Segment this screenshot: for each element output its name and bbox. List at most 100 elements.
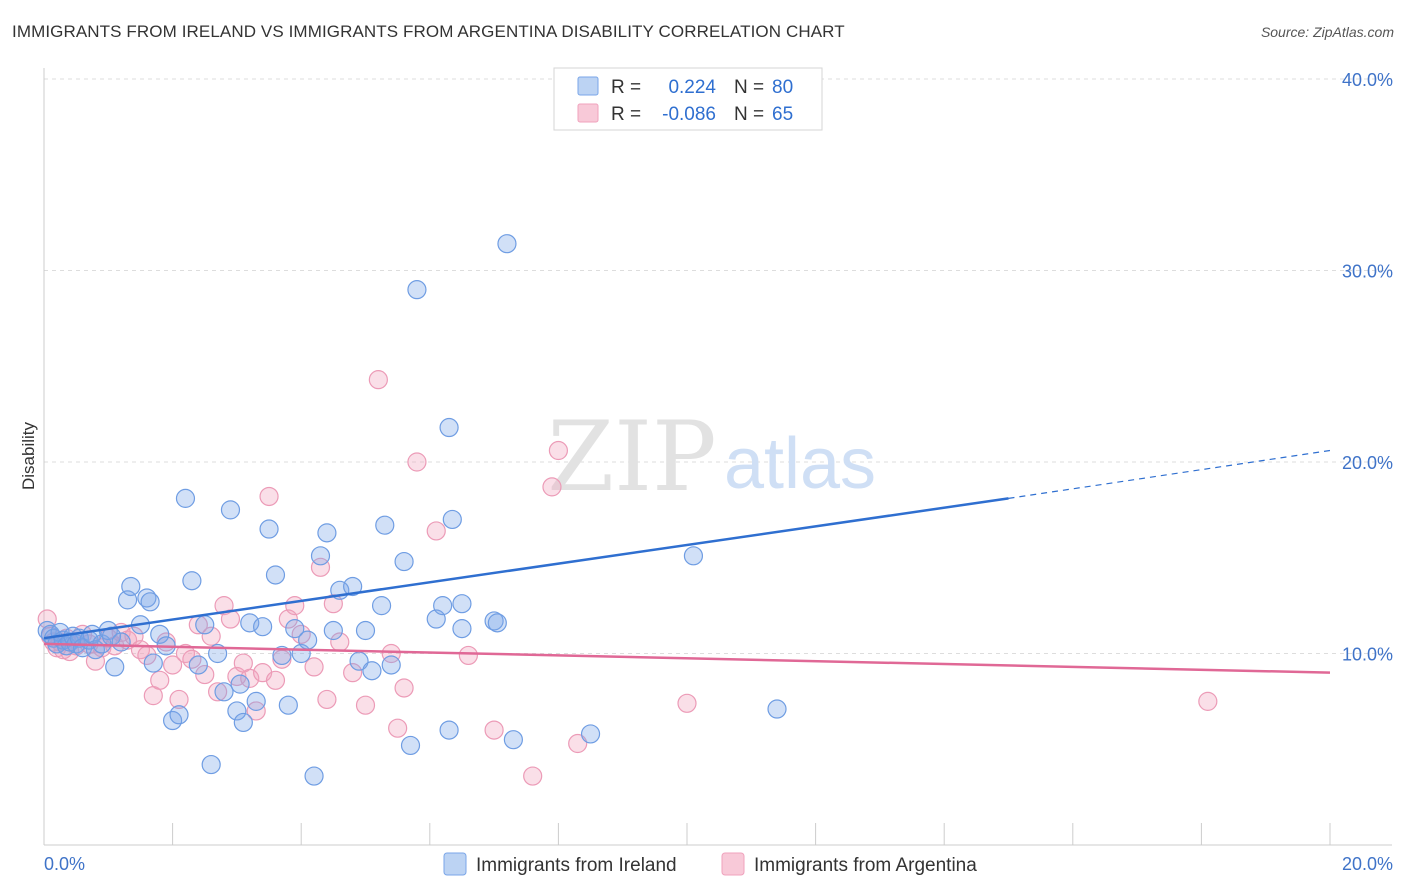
point-ireland — [362, 661, 382, 681]
bottom-legend-label-argentina: Immigrants from Argentina — [754, 855, 977, 876]
point-ireland — [230, 674, 250, 694]
point-ireland — [195, 615, 215, 635]
point-ireland — [285, 619, 305, 639]
legend-n-value-ireland: 80 — [772, 77, 793, 98]
legend-r-label-ireland: R = — [611, 77, 641, 98]
point-argentina — [568, 733, 588, 754]
point-ireland — [371, 596, 392, 616]
point-argentina — [208, 682, 228, 702]
point-argentina — [368, 370, 388, 390]
correlation-legend: R = 0.224 N = 80 R = -0.086 N = 65 — [553, 67, 823, 131]
point-ireland — [182, 571, 202, 591]
point-ireland — [452, 619, 472, 639]
point-argentina — [484, 720, 504, 740]
y-tick-label: 10.0% — [1342, 645, 1393, 665]
point-argentina — [163, 655, 183, 675]
point-argentina — [407, 452, 427, 472]
point-argentina — [285, 596, 305, 616]
point-ireland — [121, 576, 141, 597]
legend-n-label-ireland: N = — [734, 77, 764, 98]
point-argentina — [388, 718, 408, 738]
point-argentina — [381, 643, 401, 664]
trend-line-ireland-extension — [1008, 449, 1331, 499]
point-argentina — [169, 689, 189, 710]
y-axis-label: Disability — [19, 421, 38, 490]
point-ireland — [259, 519, 279, 539]
point-ireland — [150, 624, 170, 644]
point-ireland — [105, 657, 125, 677]
point-ireland — [439, 417, 459, 438]
point-argentina — [677, 693, 697, 713]
point-ireland — [278, 695, 298, 715]
point-argentina — [304, 657, 324, 677]
point-ireland — [394, 551, 414, 572]
point-ireland — [452, 594, 472, 614]
point-ireland — [323, 620, 343, 641]
point-ireland — [310, 546, 331, 566]
point-ireland — [253, 617, 273, 637]
point-ireland — [246, 691, 266, 711]
legend-n-label-argentina: N = — [734, 104, 764, 125]
point-ireland — [407, 280, 427, 300]
legend-swatch-argentina — [577, 103, 599, 123]
point-argentina — [394, 678, 414, 698]
axes — [43, 68, 1392, 846]
point-argentina — [426, 521, 446, 541]
bottom-legend-swatch-argentina — [721, 852, 745, 876]
point-ireland — [304, 766, 324, 786]
point-argentina — [542, 477, 562, 497]
bottom-legend-swatch-ireland — [443, 852, 467, 876]
point-ireland — [188, 655, 208, 675]
point-ireland — [298, 630, 318, 650]
point-argentina — [458, 645, 478, 666]
point-argentina — [317, 689, 337, 710]
bottom-legend-label-ireland: Immigrants from Ireland — [476, 855, 677, 876]
legend-r-value-argentina: -0.086 — [662, 104, 716, 125]
point-ireland — [111, 632, 131, 652]
point-argentina — [310, 557, 331, 577]
point-ireland — [484, 611, 504, 631]
legend-swatch-ireland — [577, 76, 599, 96]
point-ireland — [343, 576, 363, 597]
series-legend: Immigrants from Ireland Immigrants from … — [443, 852, 977, 876]
point-argentina — [195, 664, 215, 685]
trend-line-ireland — [43, 497, 1009, 640]
point-argentina — [259, 486, 279, 507]
y-tick-label: 30.0% — [1342, 262, 1393, 282]
watermark-atlas: atlas — [724, 424, 876, 504]
point-ireland — [355, 620, 376, 641]
watermark-zip: ZIP — [547, 401, 716, 513]
point-ireland — [214, 682, 234, 702]
source-note: Source: ZipAtlas.com — [1260, 24, 1394, 40]
point-ireland — [375, 515, 395, 535]
point-ireland — [767, 699, 787, 719]
grid-lines — [44, 78, 1394, 654]
point-ireland — [140, 592, 160, 612]
legend-r-value-ireland: 0.224 — [668, 77, 716, 98]
point-ireland — [442, 509, 462, 530]
point-ireland — [227, 701, 247, 721]
point-ireland — [497, 234, 517, 254]
point-ireland — [201, 754, 221, 775]
point-ireland — [220, 500, 241, 520]
point-argentina — [265, 670, 286, 690]
point-argentina — [343, 663, 363, 683]
legend-r-label-argentina: R = — [611, 104, 641, 125]
tick-labels: 10.0% 20.0% 30.0% 40.0% 0.0% 20.0% — [44, 70, 1393, 874]
point-argentina — [1198, 691, 1218, 711]
point-ireland — [439, 720, 459, 740]
point-ireland — [503, 730, 523, 750]
point-argentina — [548, 440, 569, 461]
point-ireland — [175, 488, 196, 508]
point-ireland — [317, 523, 337, 543]
point-argentina — [355, 695, 376, 715]
point-ireland — [143, 653, 163, 673]
point-ireland — [580, 724, 601, 744]
point-ireland — [487, 613, 507, 633]
point-ireland — [381, 655, 401, 675]
y-tick-label: 20.0% — [1342, 453, 1393, 473]
point-ireland — [683, 546, 704, 566]
point-ireland — [433, 596, 453, 616]
point-ireland — [272, 645, 292, 666]
chart-title: IMMIGRANTS FROM IRELAND VS IMMIGRANTS FR… — [12, 22, 845, 41]
